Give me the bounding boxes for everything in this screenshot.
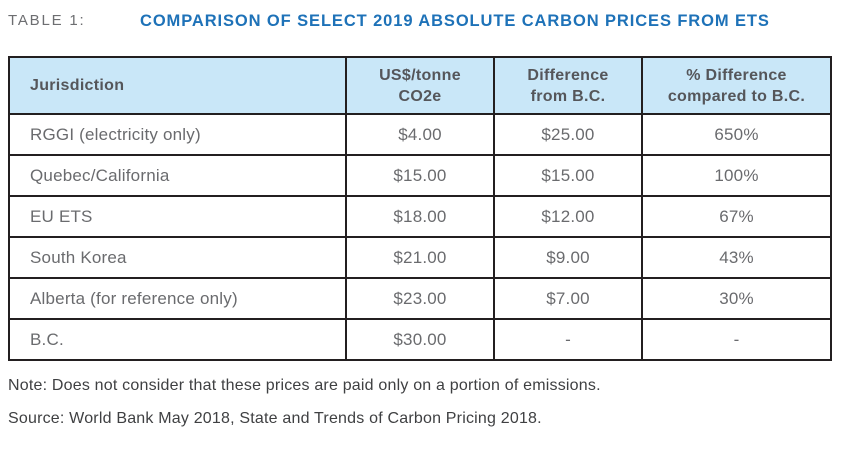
value-cell: $23.00 [345,277,495,320]
column-header-jurisdiction: Jurisdiction [8,56,347,115]
value-cell: $30.00 [345,318,495,361]
jurisdiction-cell: EU ETS [8,195,347,238]
value-cell: $25.00 [493,113,643,156]
value-cell: - [493,318,643,361]
value-cell: $15.00 [345,154,495,197]
table-body: RGGI (electricity only) $4.00 $25.00 650% Qu… [8,113,832,361]
jurisdiction-cell: Quebec/California [8,154,347,197]
table-title: COMPARISON OF SELECT 2019 ABSOLUTE CARBO… [140,12,770,30]
value-cell: $7.00 [493,277,643,320]
table-number-label: TABLE 1: [8,12,86,29]
value-cell: $12.00 [493,195,643,238]
column-header-percent-difference: % Difference compared to B.C. [641,56,832,115]
table-row: South Korea $21.00 $9.00 43% [8,236,832,279]
value-cell: 43% [641,236,832,279]
value-cell: 650% [641,113,832,156]
table-row: Quebec/California $15.00 $15.00 100% [8,154,832,197]
jurisdiction-cell: Alberta (for reference only) [8,277,347,320]
value-cell: $4.00 [345,113,495,156]
table-row: B.C. $30.00- - [8,318,832,361]
table-heading: TABLE 1: COMPARISON OF SELECT 2019 ABSOL… [8,10,842,35]
jurisdiction-cell: RGGI (electricity only) [8,113,347,156]
note-line: Note: Does not consider that these price… [8,377,601,394]
jurisdiction-cell: South Korea [8,236,347,279]
column-header-difference: Difference from B.C. [493,56,643,115]
table-row: EU ETS $18.00 $12.00 67% [8,195,832,238]
value-cell: $9.00 [493,236,643,279]
table-header-row: Jurisdiction US$/tonne CO2e Difference f… [8,56,832,115]
value-cell: - [641,318,832,361]
source-line: Source: World Bank May 2018, State and T… [8,410,542,427]
value-cell: 100% [641,154,832,197]
value-cell: $18.00 [345,195,495,238]
value-cell: $15.00 [493,154,643,197]
table-row: Alberta (for reference only) $23.00 $7.00 3… [8,277,832,320]
value-cell: 67% [641,195,832,238]
jurisdiction-cell: B.C. [8,318,347,361]
carbon-price-table: Jurisdiction US$/tonne CO2e Difference f… [8,56,832,361]
value-cell: $21.00 [345,236,495,279]
value-cell: 30% [641,277,832,320]
table-row: RGGI (electricity only) $4.00 $25.00 650% [8,113,832,156]
column-header-price: US$/tonne CO2e [345,56,495,115]
footnotes: Note: Does not consider that these price… [8,377,842,428]
